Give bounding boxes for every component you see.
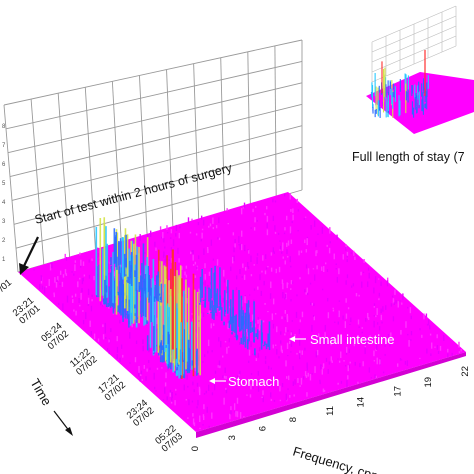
surface-skirt — [196, 352, 466, 438]
inset-caption: Full length of stay (7 — [352, 150, 465, 164]
small-intestine-arrow — [289, 336, 306, 342]
z-tick-label: 3 — [2, 219, 6, 225]
x-tick-label: 11 — [325, 406, 336, 416]
z-axis-ticks: 8 7 6 5 4 3 2 1 — [2, 124, 6, 263]
x-tick-label: 19 — [423, 377, 434, 388]
x-tick-label: 3 — [227, 435, 238, 440]
inset-thumbnail — [366, 5, 474, 134]
x-tick-label: 6 — [258, 426, 269, 431]
inset-grid-line — [371, 35, 457, 73]
y-axis-title: Time — [27, 376, 54, 408]
z-tick-label: 6 — [2, 162, 6, 168]
small-intestine-label: Small intestine — [310, 332, 395, 347]
x-tick-label: 17 — [393, 386, 404, 397]
z-tick-label: 4 — [2, 200, 6, 206]
time-arrow — [53, 410, 73, 436]
inset-grid-line — [371, 15, 457, 53]
inset-grid-line — [371, 25, 457, 63]
stomach-label: Stomach — [228, 374, 279, 389]
z-tick-label: 8 — [2, 124, 6, 130]
x-tick-label: 0 — [190, 446, 201, 451]
x-tick-label: 14 — [356, 397, 367, 408]
y-tick-label: 07/01 — [0, 277, 14, 301]
y-tick-date: 07/01 — [0, 277, 14, 301]
spectral-peaks — [95, 217, 271, 379]
x-axis-title: Frequency, cpm — [291, 444, 384, 474]
z-tick-label: 7 — [2, 143, 6, 149]
start-arrow — [19, 236, 39, 275]
z-tick-label: 2 — [2, 238, 6, 244]
inset-grid-line — [371, 45, 457, 83]
inset-grid-line — [371, 5, 457, 43]
inset-surface — [366, 72, 474, 134]
x-tick-label: 22 — [460, 366, 471, 377]
x-axis-ticks: 0 3 6 8 11 14 17 19 22 — [190, 366, 471, 451]
z-tick-label: 1 — [2, 257, 6, 263]
x-tick-label: 8 — [288, 417, 299, 422]
z-tick-label: 5 — [2, 181, 6, 187]
stomach-arrow — [209, 378, 226, 384]
